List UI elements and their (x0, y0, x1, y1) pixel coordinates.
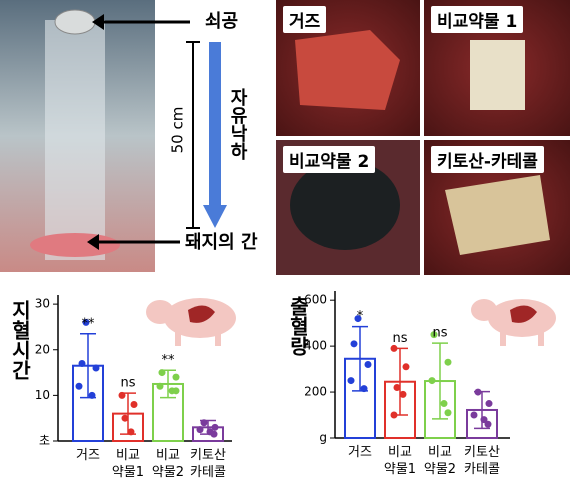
significance: ns (432, 326, 447, 341)
data-point (172, 373, 180, 381)
x-tick-label: 비교 약물2 (151, 448, 185, 480)
ball (54, 9, 96, 35)
y-tick-label: 30 (35, 297, 50, 311)
y-tick-label: g (319, 431, 327, 445)
panel-label: 키토산-카테콜 (431, 146, 544, 173)
data-point (156, 382, 164, 390)
data-point (444, 409, 452, 417)
y-tick-label: 초 (39, 434, 50, 448)
y-tick-label: 600 (304, 293, 327, 307)
data-point (78, 359, 86, 367)
data-point (440, 400, 448, 408)
y-tick-label: 200 (304, 385, 327, 399)
arrow-head (87, 234, 99, 250)
x-tick-label: 비교 약물1 (383, 445, 417, 477)
label: 50 cm (169, 107, 187, 154)
significance: ** (82, 316, 96, 331)
panel-label: 비교약물 2 (283, 146, 376, 173)
data-point (130, 401, 138, 408)
data-point (360, 385, 368, 393)
data-point (390, 344, 398, 352)
x-tick-label: 비교 약물2 (423, 445, 457, 477)
label: 자유낙하 (227, 88, 248, 160)
significance: ns (392, 331, 407, 346)
data-point (393, 383, 401, 391)
data-point (470, 411, 478, 419)
data-point (402, 363, 410, 371)
x-tick-label: 거즈 (76, 448, 100, 463)
y-tick-label: 10 (35, 388, 50, 402)
panel-label: 거즈 (283, 6, 327, 33)
patch (445, 175, 550, 255)
y-tick-label: 400 (304, 339, 327, 353)
data-point (118, 391, 126, 399)
data-point (158, 369, 166, 377)
x-tick-label: 거즈 (348, 445, 372, 460)
data-point (354, 315, 362, 323)
pig-icon (146, 298, 236, 346)
data-point (211, 423, 219, 431)
data-point (350, 340, 358, 348)
data-point (210, 430, 218, 438)
data-point (390, 411, 398, 419)
data-point (444, 358, 452, 366)
x-tick-label: 키토산 카테콜 (464, 445, 500, 477)
y-tick-label: 20 (35, 342, 50, 356)
data-point (127, 428, 135, 436)
gauze (295, 30, 400, 110)
data-point (82, 318, 90, 326)
x-tick-label: 키토산 카테콜 (190, 448, 226, 480)
liver-photo (30, 233, 120, 257)
data-point (88, 391, 96, 399)
arrow-head (92, 14, 104, 30)
data-point (121, 414, 129, 422)
significance: ** (162, 353, 176, 368)
clot (290, 160, 400, 250)
y-axis-title: 지혈시간 (8, 300, 32, 380)
y-axis-title: 출혈량 (286, 296, 310, 356)
x-tick-label: 비교 약물1 (111, 448, 145, 480)
tube (45, 20, 105, 260)
label: 쇠공 (205, 11, 238, 32)
data-point (480, 416, 488, 424)
data-point (485, 400, 493, 408)
data-point (196, 426, 204, 434)
data-point (428, 377, 436, 385)
error-bar (432, 342, 448, 420)
data-point (474, 388, 482, 396)
significance: * (357, 309, 364, 324)
data-point (430, 331, 438, 339)
data-point (399, 390, 407, 398)
data-point (200, 419, 208, 427)
pig-icon (471, 299, 556, 346)
fall-arrow-head (203, 205, 227, 228)
data-point (347, 377, 355, 385)
data-point (364, 361, 372, 368)
data-point (92, 364, 100, 372)
data-point (484, 420, 492, 428)
data-point (75, 382, 83, 390)
data-point (172, 387, 180, 395)
patch (470, 40, 525, 110)
panel-label: 비교약물 1 (431, 6, 524, 33)
fall-arrow (209, 42, 221, 207)
label: 돼지의 간 (185, 232, 258, 253)
significance: ns (120, 376, 135, 391)
